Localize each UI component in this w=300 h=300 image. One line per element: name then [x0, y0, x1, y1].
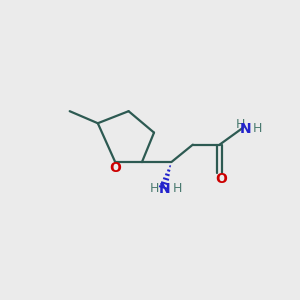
Text: H: H	[236, 118, 245, 131]
Text: H: H	[253, 122, 262, 135]
Text: O: O	[215, 172, 227, 186]
Text: N: N	[159, 182, 170, 196]
Text: N: N	[240, 122, 252, 136]
Text: H: H	[150, 182, 160, 195]
Text: O: O	[109, 161, 121, 175]
Text: H: H	[172, 182, 182, 195]
